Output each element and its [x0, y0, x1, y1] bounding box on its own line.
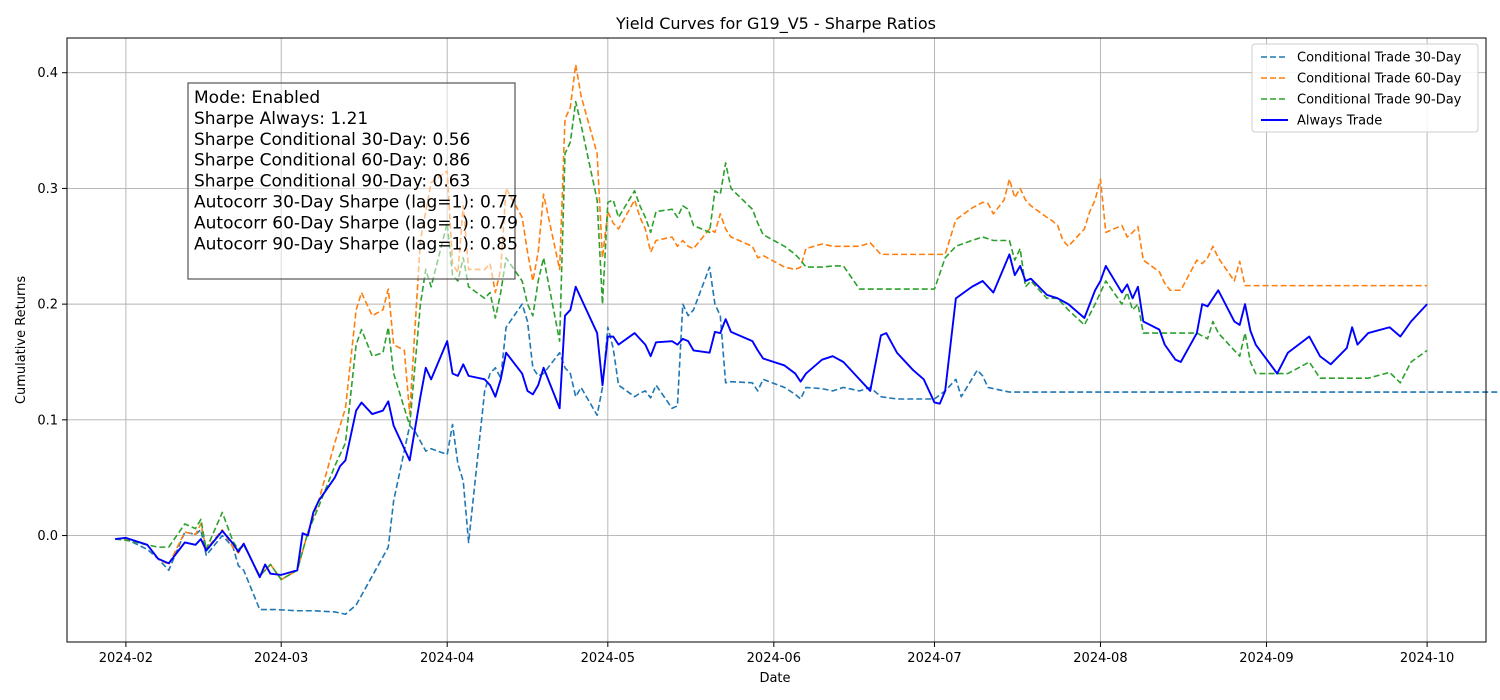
legend-frame [1251, 43, 1479, 133]
y-tick-label: 0.0 [37, 529, 58, 544]
series-line-1 [115, 63, 1428, 581]
x-tick-label: 2024-02 [99, 651, 153, 666]
axes: 2024-02 2024-03 2024-04 2024-05 2024-06 2024-… [37, 37, 1487, 666]
series-layer [115, 63, 1500, 616]
annotation-line: Sharpe Conditional 60-Day: 0.86 [194, 151, 470, 171]
x-tick-label: 2024-09 [1239, 651, 1293, 666]
legend-label: Conditional Trade 60-Day [1297, 72, 1462, 87]
y-tick-label: 0.3 [37, 182, 58, 197]
x-tick-label: 2024-08 [1073, 651, 1127, 666]
legend-label: Conditional Trade 30-Day [1297, 51, 1462, 66]
y-axis-title: Cumulative Returns [14, 276, 29, 404]
series-line-3 [115, 253, 1428, 579]
plot-frame [66, 37, 1487, 643]
y-tick-label: 0.4 [37, 66, 58, 81]
annotation-line: Sharpe Conditional 30-Day: 0.56 [194, 130, 470, 150]
x-tick-label: 2024-06 [747, 651, 801, 666]
annotation-line: Autocorr 30-Day Sharpe (lag=1): 0.77 [194, 193, 518, 213]
legend: Conditional Trade 30-Day Conditional Trad… [1251, 43, 1479, 133]
legend-label: Always Trade [1297, 114, 1382, 129]
x-tick-label: 2024-10 [1400, 651, 1454, 666]
series-line-0 [115, 266, 1500, 616]
annotation-line: Sharpe Always: 1.21 [194, 109, 368, 129]
x-tick-label: 2024-07 [907, 651, 961, 666]
x-axis-title: Date [759, 671, 790, 686]
annotation-line: Autocorr 90-Day Sharpe (lag=1): 0.85 [194, 234, 518, 254]
series-line-2 [115, 100, 1428, 581]
x-tick-label: 2024-04 [420, 651, 474, 666]
chart-title: Yield Curves for G19_V5 - Sharpe Ratios [615, 14, 936, 34]
annotation-line: Mode: Enabled [194, 88, 320, 108]
y-tick-label: 0.2 [37, 298, 58, 313]
grid [67, 38, 1486, 642]
annotation-line: Sharpe Conditional 90-Day: 0.63 [194, 172, 470, 192]
x-tick-label: 2024-03 [254, 651, 308, 666]
legend-label: Conditional Trade 90-Day [1297, 93, 1462, 108]
x-tick-label: 2024-05 [581, 651, 635, 666]
annotation-box-frame [187, 82, 516, 280]
annotation-line: Autocorr 60-Day Sharpe (lag=1): 0.79 [194, 213, 518, 233]
y-tick-label: 0.1 [37, 413, 58, 428]
